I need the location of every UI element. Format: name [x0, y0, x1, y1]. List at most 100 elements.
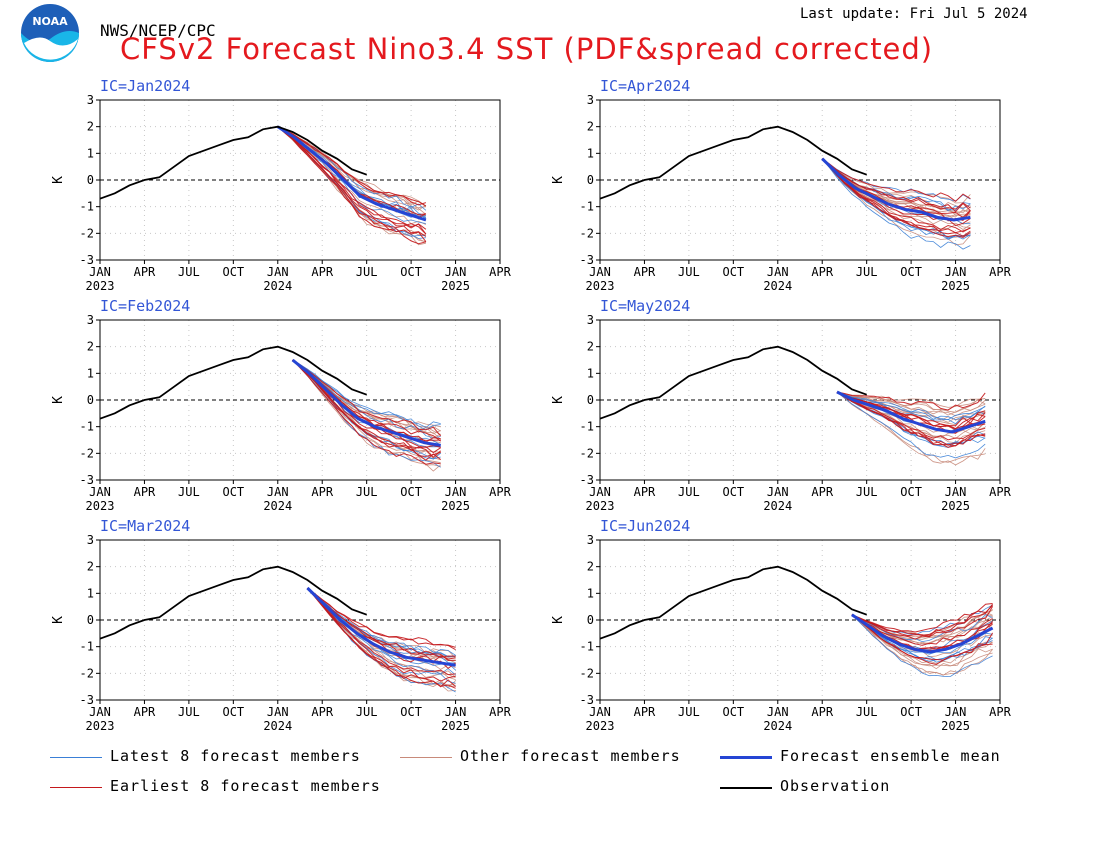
panel-label: IC=Apr2024: [600, 77, 690, 95]
x-tick-label: APR: [311, 485, 333, 499]
y-tick-label: 2: [87, 560, 94, 574]
ensemble-mean-line: [291, 358, 441, 447]
x-tick-label: JAN: [945, 485, 967, 499]
y-tick-label: 0: [87, 393, 94, 407]
x-tick-label: APR: [989, 485, 1011, 499]
y-tick-label: -2: [80, 226, 94, 240]
observation-line: [99, 345, 368, 420]
x-tick-label: APR: [634, 265, 656, 279]
earliest-member-line: [836, 391, 986, 441]
x-tick-label: JAN: [267, 705, 289, 719]
earliest-member-line: [821, 158, 971, 235]
y-tick-label: 2: [87, 340, 94, 354]
earliest-member-line: [307, 587, 456, 682]
earliest-member-line: [836, 391, 986, 427]
x-tick-label: JAN: [945, 265, 967, 279]
y-tick-label: -2: [580, 446, 594, 460]
other-member-line: [821, 158, 971, 204]
x-year-label: 2025: [941, 499, 970, 513]
chart-panel: IC=Jun2024 -3 -2 -1 0 1 2 3 K JAN APR JUL OCT JAN APR J…: [551, 517, 1012, 733]
chart-panel: IC=Jan2024 -3 -2 -1 0 1 2 3 K JAN APR JUL OCT JAN APR J…: [51, 77, 512, 293]
earliest-member-line: [821, 158, 971, 202]
earliest-member-line: [292, 359, 442, 437]
x-tick-label: OCT: [222, 485, 244, 499]
earliest-member-line: [277, 126, 427, 206]
latest-member-line: [836, 391, 986, 459]
y-tick-label: -1: [80, 640, 94, 654]
x-year-label: 2025: [441, 499, 470, 513]
latest-member-line: [821, 158, 971, 240]
x-tick-label: APR: [311, 705, 333, 719]
last-update-label: Last update: Fri Jul 5 2024: [800, 6, 1028, 22]
x-tick-label: JUL: [178, 265, 200, 279]
x-tick-label: OCT: [722, 265, 744, 279]
observation-line: [99, 125, 368, 200]
x-tick-label: JAN: [267, 265, 289, 279]
panel-label: IC=May2024: [600, 297, 690, 315]
other-member-line: [851, 614, 993, 667]
earliest-member-line: [836, 391, 986, 411]
y-axis-label: K: [51, 616, 66, 624]
x-tick-label: JAN: [589, 705, 611, 719]
x-tick-label: APR: [989, 265, 1011, 279]
x-year-label: 2023: [86, 279, 115, 293]
y-tick-label: -3: [580, 473, 594, 487]
x-year-label: 2023: [86, 719, 115, 733]
x-tick-label: APR: [811, 485, 833, 499]
chart-panel: IC=May2024 -3 -2 -1 0 1 2 3 K JAN APR JUL OCT JAN APR J…: [551, 297, 1012, 513]
ensemble-mean-line: [851, 613, 994, 654]
x-tick-label: JAN: [89, 705, 111, 719]
earliest-member-line: [821, 158, 971, 238]
earliest-member-line: [851, 614, 993, 666]
x-tick-label: OCT: [222, 265, 244, 279]
y-tick-label: -1: [580, 420, 594, 434]
x-year-label: 2024: [763, 719, 792, 733]
x-tick-label: OCT: [900, 705, 922, 719]
legend-earliest: Earliest 8 forecast members: [50, 777, 381, 795]
legend-mean: Forecast ensemble mean: [720, 747, 1001, 765]
y-axis-label: K: [551, 616, 566, 624]
x-tick-label: OCT: [222, 705, 244, 719]
x-year-label: 2025: [441, 719, 470, 733]
x-tick-label: OCT: [900, 485, 922, 499]
ensemble-mean-line: [836, 390, 986, 434]
y-axis-label: K: [551, 176, 566, 184]
chart-panel: IC=Apr2024 -3 -2 -1 0 1 2 3 K JAN APR JUL OCT JAN APR J…: [551, 77, 1012, 293]
legend-other-swatch: [400, 757, 452, 758]
other-member-line: [836, 391, 986, 408]
panel-label: IC=Mar2024: [100, 517, 190, 535]
page-title: CFSv2 Forecast Nino3.4 SST (PDF&spread c…: [120, 32, 934, 66]
y-tick-label: 2: [587, 560, 594, 574]
earliest-member-line: [307, 587, 456, 669]
y-tick-label: -1: [80, 420, 94, 434]
x-tick-label: JUL: [856, 705, 878, 719]
x-tick-label: JAN: [767, 485, 789, 499]
panel-label: IC=Jan2024: [100, 77, 190, 95]
legend-earliest-label: Earliest 8 forecast members: [110, 777, 381, 795]
earliest-member-line: [821, 158, 971, 210]
x-tick-label: APR: [811, 265, 833, 279]
observation-line: [599, 565, 868, 640]
y-tick-label: -1: [580, 200, 594, 214]
earliest-member-line: [277, 126, 427, 235]
other-member-line: [836, 391, 986, 411]
earliest-member-line: [851, 614, 993, 646]
legend-latest: Latest 8 forecast members: [50, 747, 361, 765]
latest-member-line: [821, 158, 971, 250]
x-tick-label: APR: [634, 705, 656, 719]
earliest-member-line: [851, 606, 994, 640]
x-tick-label: JUL: [678, 705, 700, 719]
legend-observation: Observation: [720, 777, 890, 795]
x-tick-label: OCT: [400, 485, 422, 499]
earliest-member-line: [821, 158, 971, 213]
x-tick-label: JAN: [445, 485, 467, 499]
x-tick-label: JUL: [178, 705, 200, 719]
y-tick-label: -1: [580, 640, 594, 654]
y-tick-label: 1: [87, 146, 94, 160]
x-tick-label: APR: [489, 705, 511, 719]
chart-panel: IC=Mar2024 -3 -2 -1 0 1 2 3 K JAN APR JUL OCT JAN APR J…: [51, 517, 512, 733]
x-tick-label: APR: [811, 705, 833, 719]
x-tick-label: JAN: [445, 705, 467, 719]
x-tick-label: JAN: [89, 265, 111, 279]
x-year-label: 2023: [586, 499, 615, 513]
